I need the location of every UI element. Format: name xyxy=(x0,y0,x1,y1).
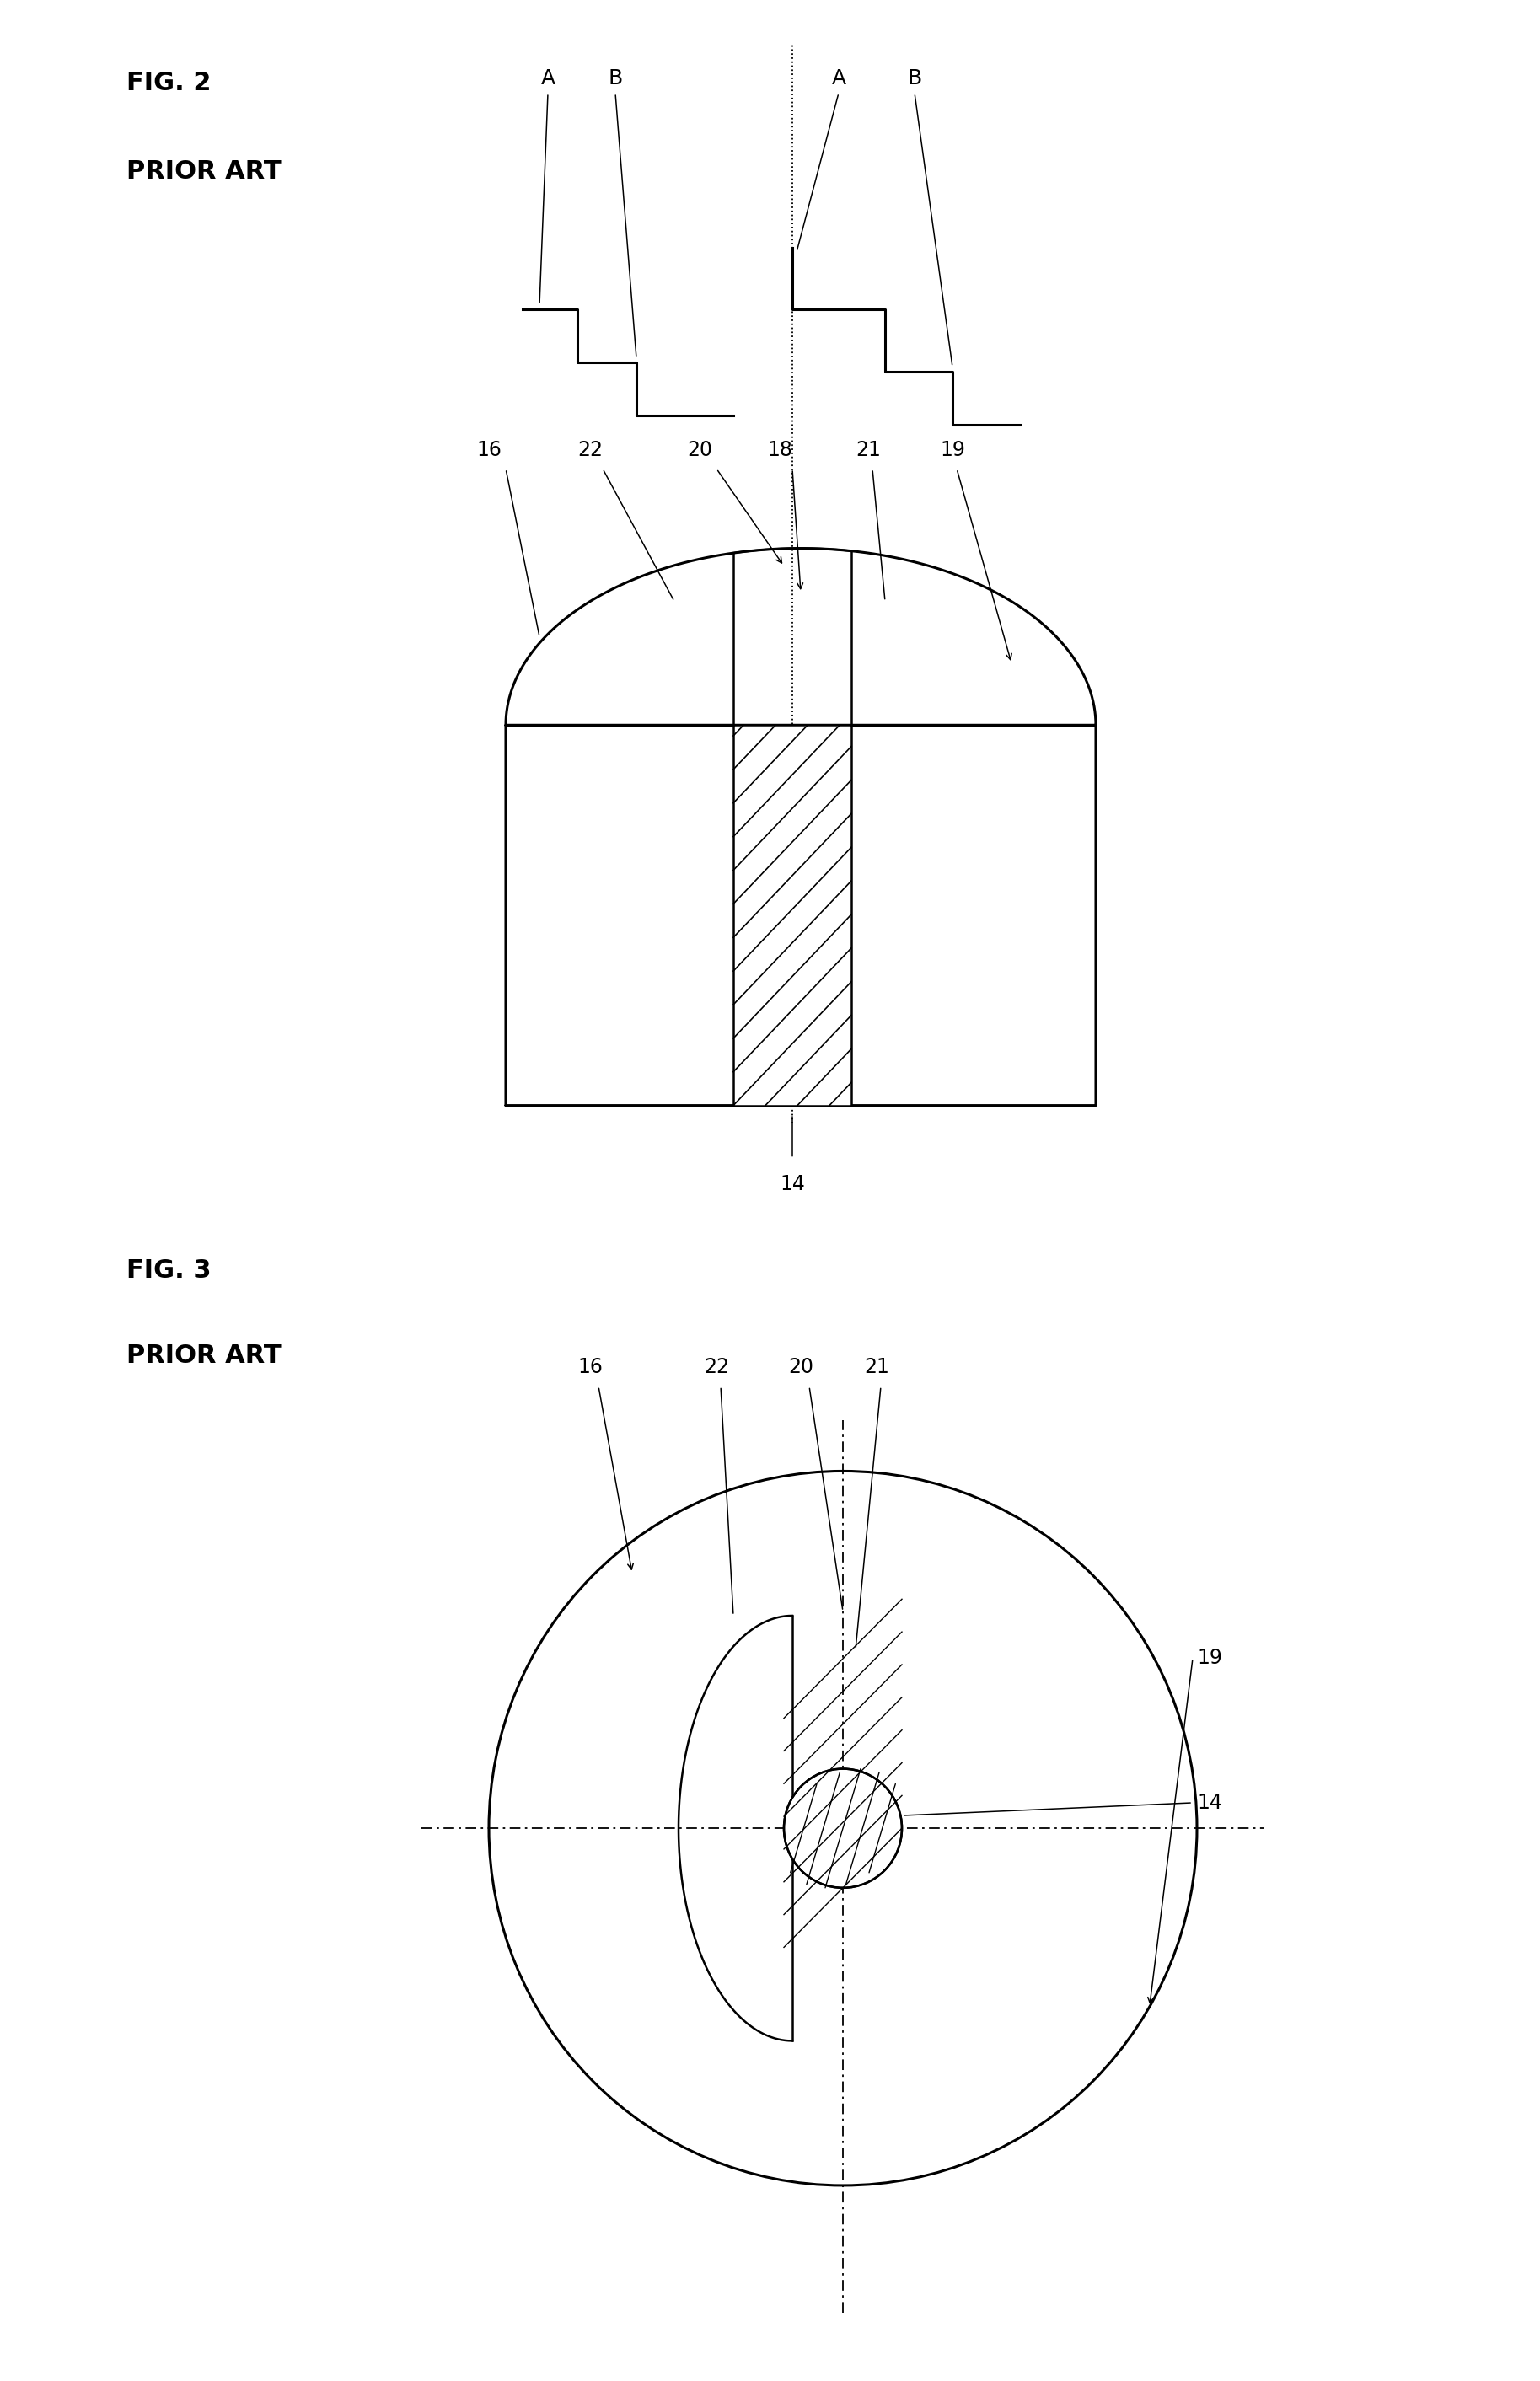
Bar xyxy=(733,726,852,1105)
Text: 22: 22 xyxy=(704,1357,728,1379)
Text: 14: 14 xyxy=(779,1174,805,1193)
Text: B: B xyxy=(608,69,622,88)
Text: 19: 19 xyxy=(1197,1648,1223,1669)
Text: 20: 20 xyxy=(687,440,713,460)
Text: FIG. 3: FIG. 3 xyxy=(126,1260,211,1283)
Text: 21: 21 xyxy=(856,440,881,460)
Text: PRIOR ART: PRIOR ART xyxy=(126,160,282,183)
Text: 22: 22 xyxy=(578,440,602,460)
Circle shape xyxy=(784,1769,902,1888)
Text: B: B xyxy=(907,69,922,88)
Text: 20: 20 xyxy=(788,1357,813,1379)
Text: 16: 16 xyxy=(578,1357,602,1379)
Text: 16: 16 xyxy=(476,440,502,460)
Text: A: A xyxy=(541,69,554,88)
Text: PRIOR ART: PRIOR ART xyxy=(126,1343,282,1369)
Text: 21: 21 xyxy=(864,1357,889,1379)
Text: A: A xyxy=(832,69,845,88)
Text: 14: 14 xyxy=(1197,1793,1223,1812)
Text: 19: 19 xyxy=(939,440,966,460)
Text: 18: 18 xyxy=(767,440,793,460)
Text: FIG. 2: FIG. 2 xyxy=(126,71,211,95)
